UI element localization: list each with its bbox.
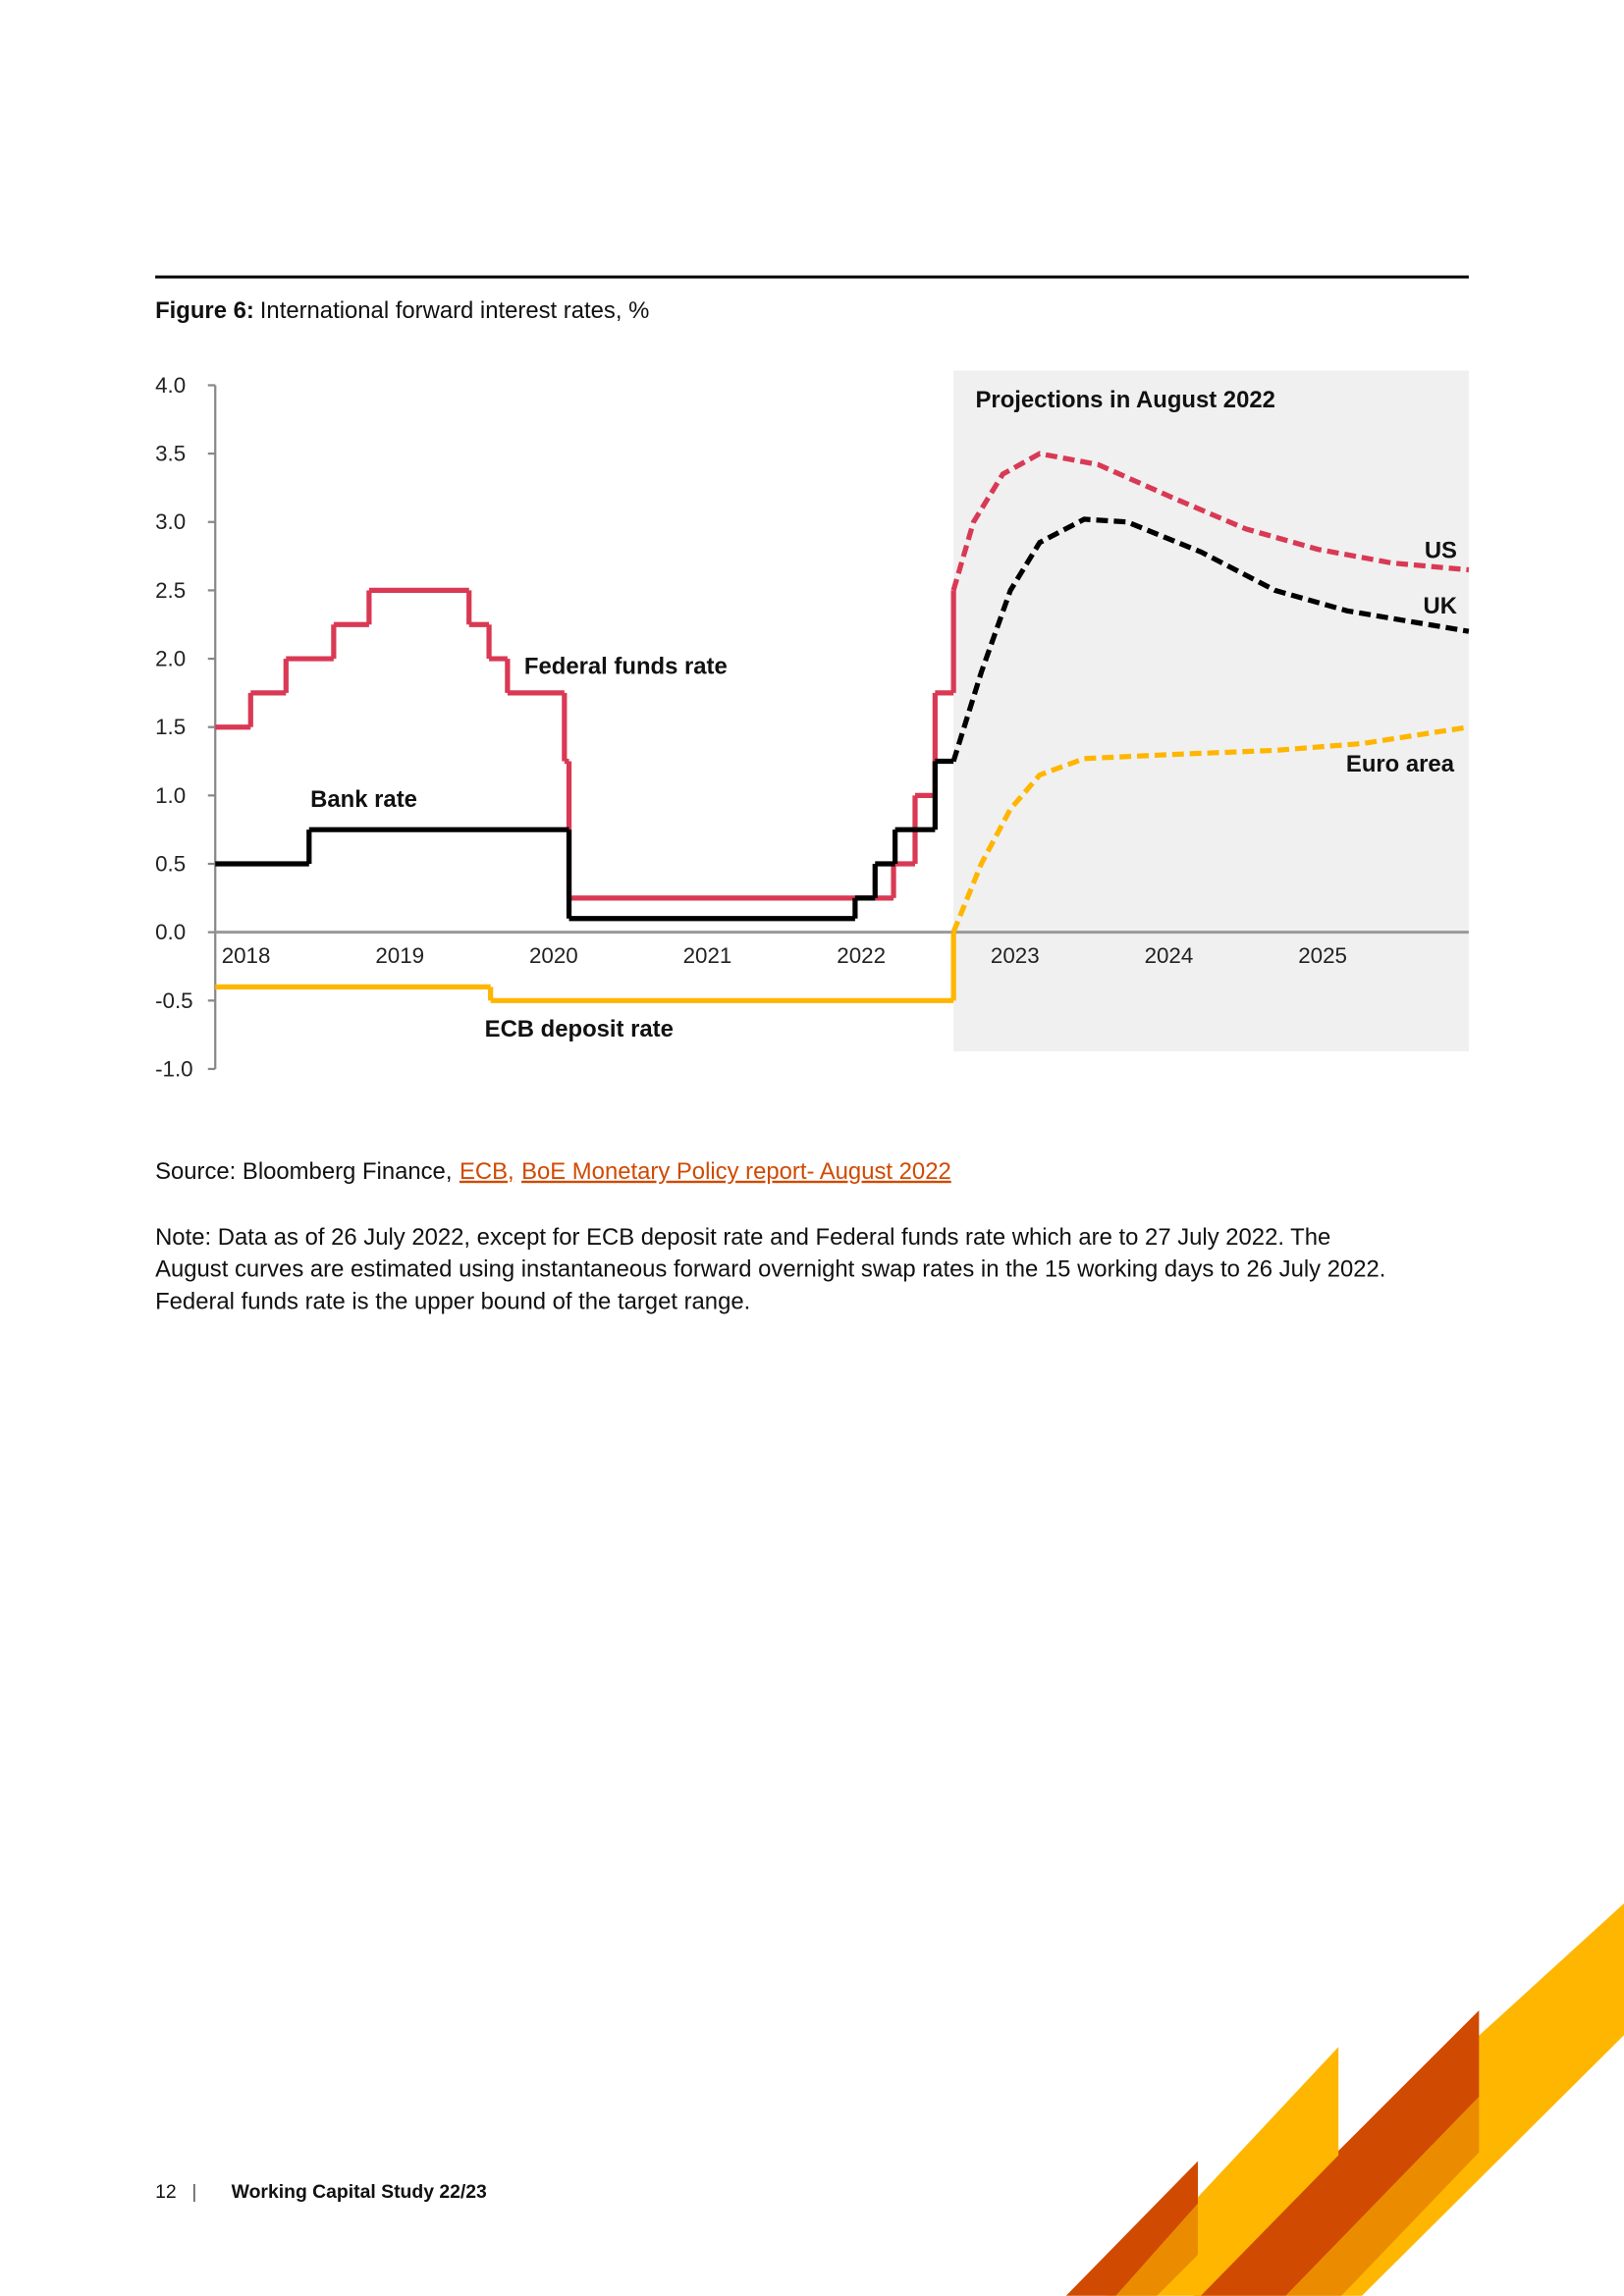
figure-label: Figure 6:: [155, 297, 254, 324]
series-label: Federal funds rate: [524, 653, 728, 679]
source-link[interactable]: ECB,: [460, 1158, 514, 1185]
y-tick-label: 0.0: [155, 920, 186, 944]
figure-caption: Figure 6: International forward interest …: [155, 297, 649, 324]
series-label: UK: [1424, 593, 1458, 619]
x-tick-label: 2024: [1145, 943, 1194, 968]
y-tick-label: 1.0: [155, 783, 186, 808]
y-tick-label: 3.5: [155, 442, 186, 466]
x-tick-label: 2018: [222, 943, 271, 968]
y-tick-label: 3.0: [155, 509, 186, 534]
annotation: Projections in August 2022: [976, 387, 1275, 413]
projection-line: [950, 451, 1470, 592]
projection-region: [953, 370, 1469, 1052]
note-line: Federal funds rate is the upper bound of…: [155, 1289, 750, 1315]
decoration: [1065, 1903, 1624, 2296]
note-line: Note: Data as of 26 July 2022, except fo…: [155, 1224, 1330, 1251]
footer-separator: |: [191, 2181, 196, 2203]
y-tick-label: -0.5: [155, 988, 193, 1013]
x-tick-label: 2023: [991, 943, 1040, 968]
projection-line: [950, 724, 1470, 934]
y-tick-label: -1.0: [155, 1056, 193, 1081]
footer-title: Working Capital Study 22/23: [232, 2181, 487, 2203]
source: Source: Bloomberg Finance, ECB, BoE Moneta…: [155, 1158, 951, 1185]
stripe: [1106, 2047, 1339, 2296]
y-tick-label: 1.5: [155, 715, 186, 739]
series-label: Euro area: [1346, 751, 1455, 777]
x-tick-label: 2021: [683, 943, 732, 968]
note-line: August curves are estimated using instan…: [155, 1256, 1385, 1283]
series-label: ECB deposit rate: [485, 1016, 674, 1042]
chart: Projections in August 2022 -1.0 -0.5 0.0 0.5…: [155, 370, 1470, 1081]
x-tick-label: 2019: [375, 943, 424, 968]
stripe: [1193, 2009, 1480, 2296]
source-link[interactable]: BoE Monetary Policy report- August 2022: [521, 1158, 951, 1185]
page-number: 12: [155, 2181, 177, 2203]
series-label: Bank rate: [310, 786, 417, 813]
x-tick-label: 2025: [1298, 943, 1347, 968]
projection-line: [950, 516, 1470, 763]
y-tick-label: 2.0: [155, 647, 186, 671]
x-tick-label: 2020: [529, 943, 578, 968]
x-tick-label: 2022: [837, 943, 886, 968]
figure-title: International forward interest rates, %: [260, 297, 650, 324]
source-prefix: Source: Bloomberg Finance,: [155, 1158, 452, 1185]
note: Note: Data as of 26 July 2022, except fo…: [155, 1224, 1385, 1315]
stripe: [1285, 2096, 1480, 2296]
y-tick-label: 0.5: [155, 851, 186, 876]
stripe: [1065, 2161, 1198, 2296]
y-tick-label: 2.5: [155, 578, 186, 603]
y-tick-label: 4.0: [155, 373, 186, 398]
series-label: US: [1425, 537, 1457, 563]
